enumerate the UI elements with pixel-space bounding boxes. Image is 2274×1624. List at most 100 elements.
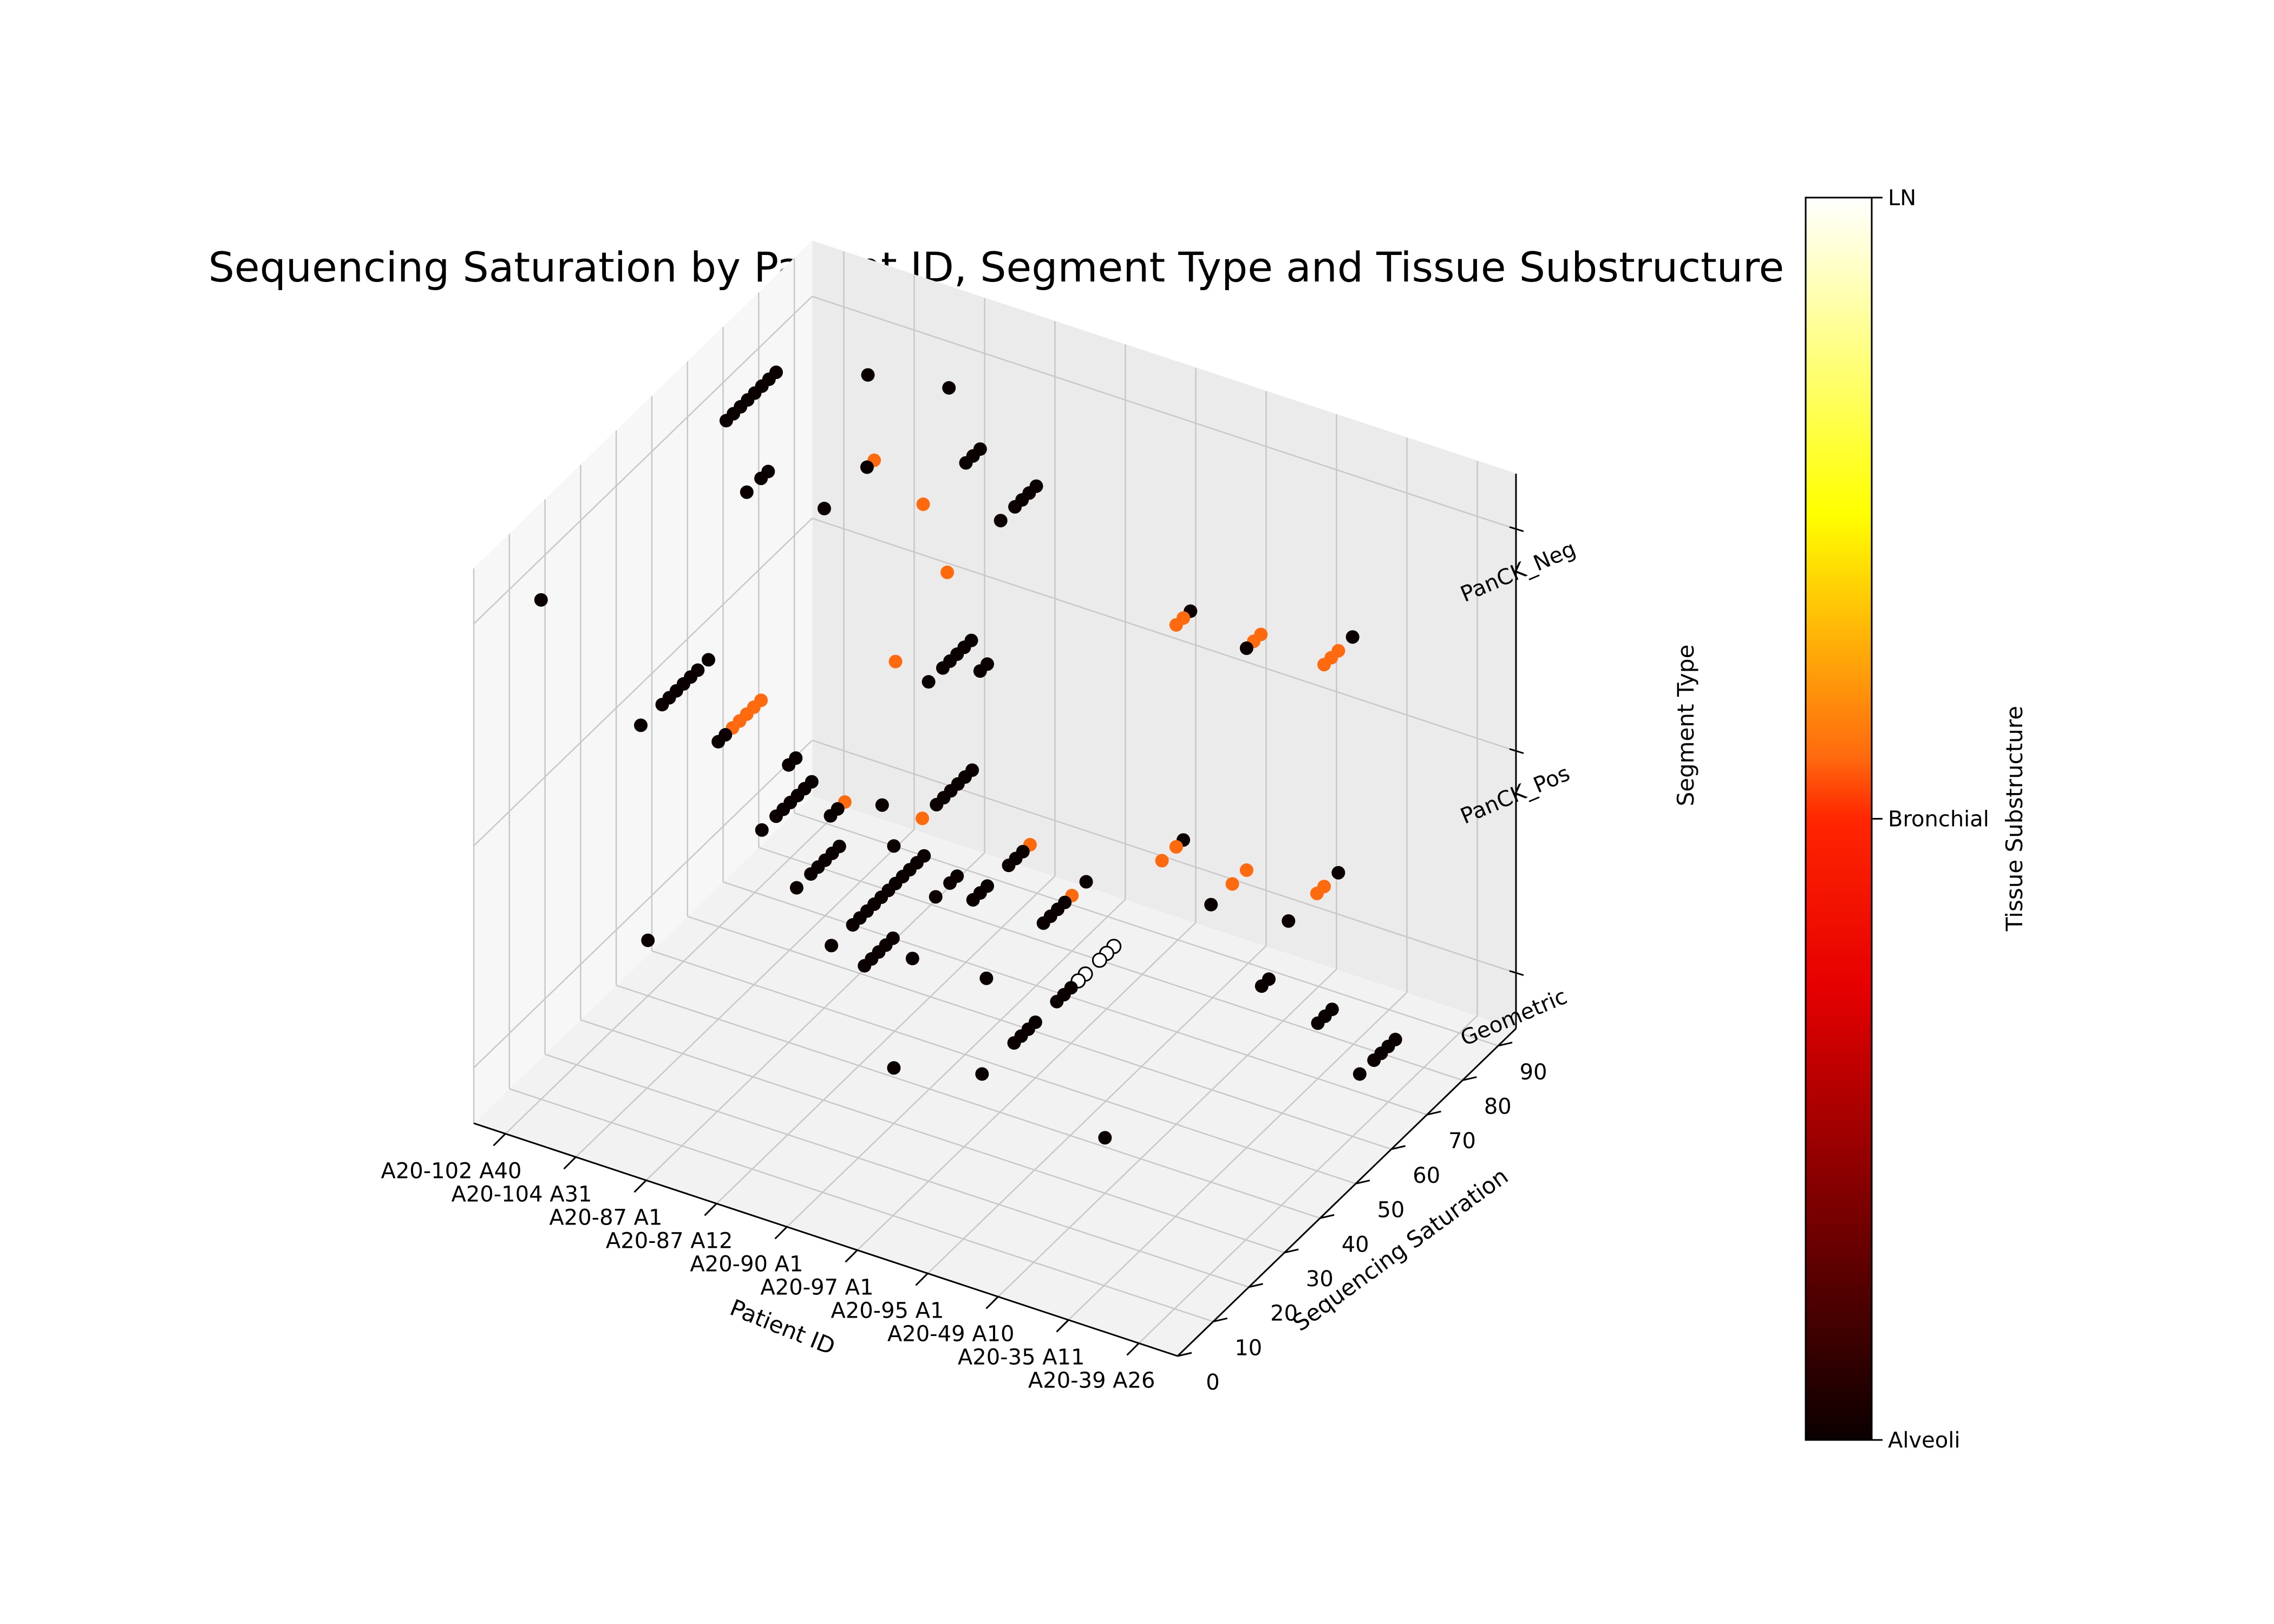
y-tick-label: 0 [1206,1370,1219,1395]
data-point [940,565,955,579]
data-point [959,456,973,470]
data-point [1169,618,1183,632]
data-point [1239,863,1253,877]
x-tick [1126,1343,1140,1356]
y-tick [1391,1145,1406,1150]
x-tick [774,1226,788,1240]
y-tick [1462,1076,1477,1081]
data-point [905,952,919,966]
grid-line [758,847,1463,1081]
grid-line [723,881,1427,1116]
x-tick-label: A20-97 A1 [760,1275,873,1300]
y-tick-label: 70 [1448,1129,1476,1154]
data-point [789,881,803,895]
grid-line [473,739,813,1069]
data-point [825,939,839,953]
data-point [782,758,796,772]
x-tick-label: A20-87 A1 [549,1205,662,1230]
y-tick [1249,1283,1263,1288]
data-point [754,472,768,486]
y-tick-label: 30 [1306,1267,1334,1292]
colorbar-tick-label: LN [1888,186,1916,211]
data-point [858,959,872,973]
data-point [943,876,957,890]
y-tick-label: 90 [1520,1060,1547,1085]
x-axis-label: Patient ID [727,1294,839,1360]
data-point [755,823,769,837]
data-point [711,735,726,749]
x-tick [845,1249,858,1263]
x-tick-label: A20-49 A10 [887,1321,1015,1346]
y-tick [1355,1180,1370,1185]
colorbar-ticks: Alveoli Bronchial LN [1872,186,1989,1453]
data-point [979,971,994,985]
x-tick-label: A20-35 A11 [958,1345,1085,1370]
axis-lines [473,474,1524,1357]
grid-line [580,1019,1285,1254]
data-point [846,918,860,932]
data-point [1169,840,1183,854]
data-point [1008,500,1022,514]
data-point [1311,1016,1325,1030]
z-axis-label: Segment Type [1672,645,1699,807]
colorbar-tick-label: Alveoli [1888,1428,1960,1453]
y-tick [1177,1352,1192,1357]
data-point [975,1067,989,1081]
colorbar-tick-label: Bronchial [1888,807,1989,832]
x-tick-label: A20-39 A26 [1028,1368,1155,1393]
data-point [824,809,838,823]
grid-line [812,518,1517,752]
axis-panes [473,240,1517,1357]
y-tick-label: 20 [1270,1301,1298,1326]
data-point [1331,866,1345,880]
data-point [1204,898,1218,912]
data-point [1254,979,1269,993]
x-tick [1056,1319,1069,1333]
data-point [1317,658,1331,672]
data-point [1007,1036,1021,1050]
grid-line [1068,992,1408,1321]
grid-line [616,985,1321,1219]
data-point [887,839,901,853]
data-point [1345,630,1360,644]
data-point [1282,914,1296,928]
data-point [1367,1053,1381,1067]
grid-line [997,968,1337,1298]
data-point [1079,875,1093,889]
x-tick [985,1296,999,1309]
data-point [641,933,655,947]
data-point [1098,1131,1112,1145]
data-point [1036,916,1050,930]
data-point [634,718,648,732]
data-point [916,497,930,511]
y-tick [1498,1042,1513,1047]
x-tick-label: A20-87 A12 [606,1228,733,1253]
data-point [942,381,956,395]
data-point [922,675,936,689]
x-tick [704,1203,717,1216]
y-tick-label: 80 [1484,1095,1512,1119]
data-point [817,501,831,515]
x-tick [493,1133,506,1147]
grid-lines [473,251,1517,1357]
grid-line [473,518,813,847]
y-tick-label: 60 [1413,1163,1440,1188]
y-tick [1284,1248,1299,1254]
colorbar-gradient [1805,197,1873,1441]
data-point [769,809,783,823]
data-point [861,368,875,382]
y-axis-line [1177,1027,1517,1357]
x-axis-line [473,1122,1178,1357]
grid-line [505,806,845,1135]
data-point [875,798,889,812]
data-point [929,890,943,904]
data-point [1092,952,1107,968]
y-tick-label: 50 [1377,1198,1404,1223]
data-point [930,797,944,811]
x-tick [915,1273,929,1286]
data-point [1050,994,1064,1009]
data-point [888,654,903,669]
x-tick [633,1180,647,1193]
data-point [966,893,980,907]
data-point [740,485,754,499]
